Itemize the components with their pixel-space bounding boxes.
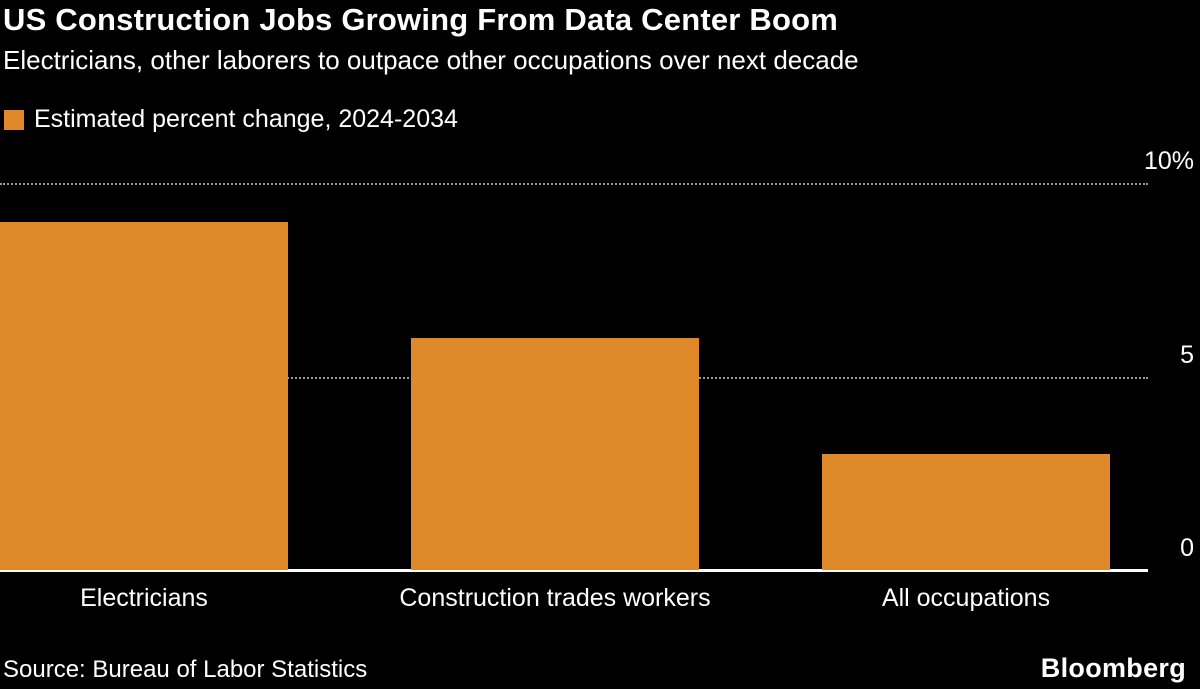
y-axis-tick-label: 10% [1143,147,1194,175]
x-axis-category-label: Electricians [80,584,208,612]
legend: Estimated percent change, 2024-2034 [4,105,458,134]
x-axis-baseline [0,569,1148,572]
x-axis-category-label: Construction trades workers [399,584,711,612]
chart-title: US Construction Jobs Growing From Data C… [3,2,838,37]
y-axis-tick-label: 5 [1180,340,1194,369]
bar-all-occupations [822,453,1110,570]
legend-swatch-icon [4,109,24,130]
gridline [0,183,1148,185]
legend-label: Estimated percent change, 2024-2034 [34,105,458,133]
source-text: Source: Bureau of Labor Statistics [3,656,368,683]
bar-construction-trades-workers [411,337,699,570]
bar-electricians [0,221,288,570]
x-axis-category-label: All occupations [881,584,1051,612]
chart-subtitle: Electricians, other laborers to outpace … [3,45,859,75]
y-axis-tick-label: 0 [1180,534,1194,562]
bloomberg-logo: Bloomberg [1040,653,1186,683]
